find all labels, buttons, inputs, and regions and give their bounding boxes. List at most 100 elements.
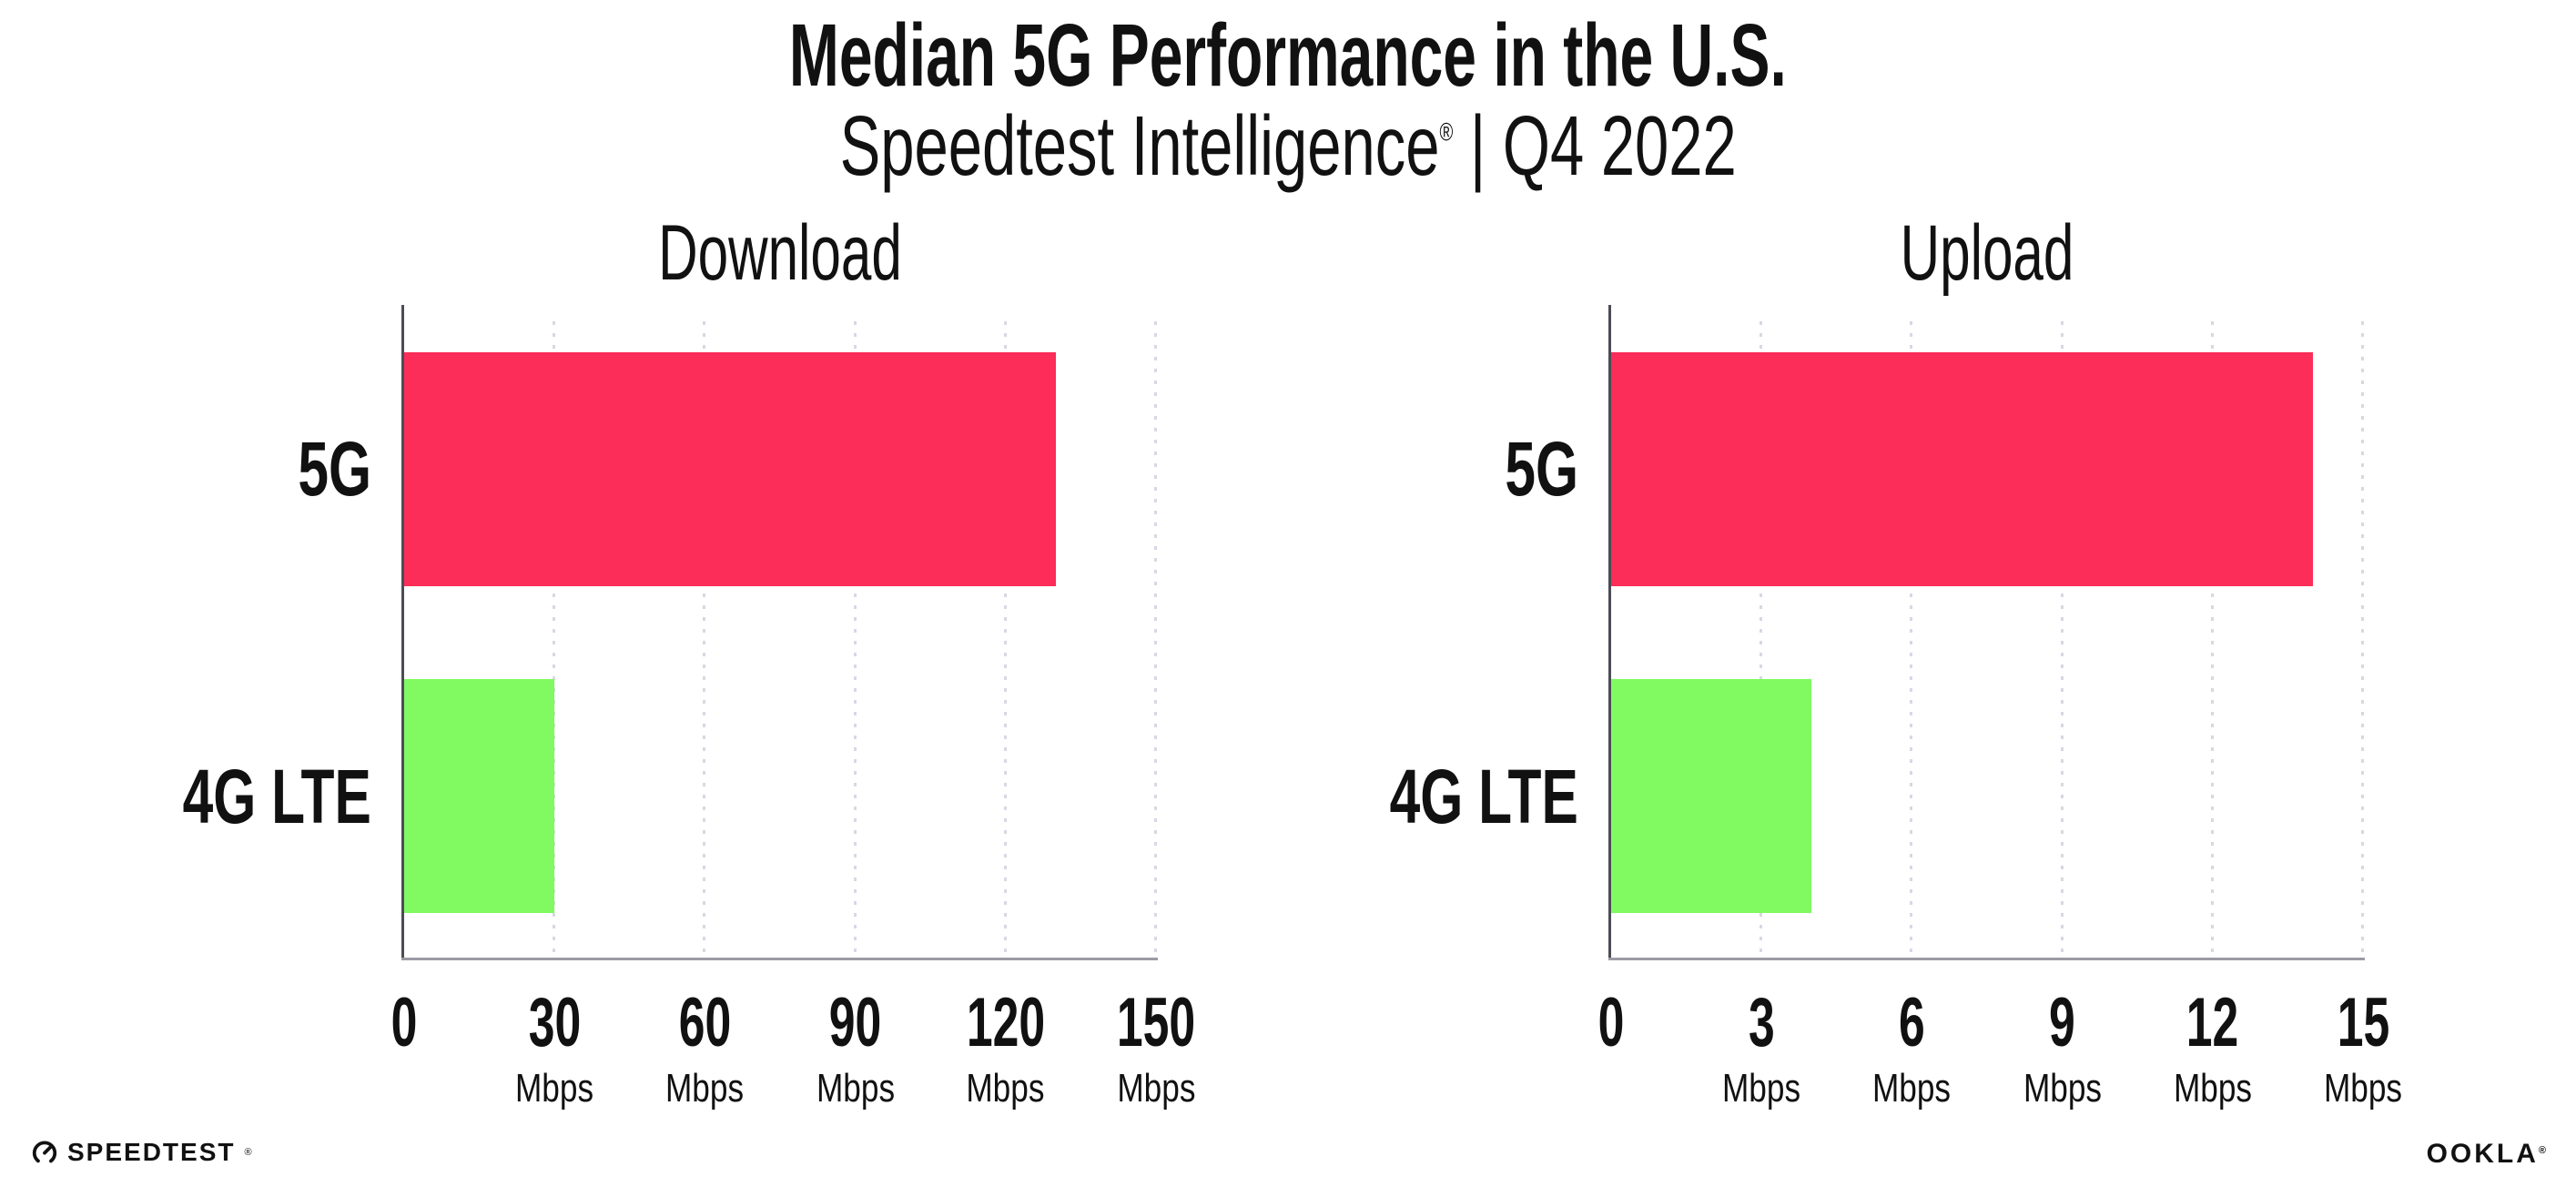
x-tick-6: 6 Mbps (1863, 989, 1962, 1109)
x-tick-unit: Mbps (2013, 1069, 2112, 1109)
x-tick-unit: Mbps (806, 1069, 905, 1109)
gridline-120-mbps (1003, 321, 1007, 956)
gridline-90-mbps (853, 321, 857, 956)
bar-4g-lte-download (404, 679, 555, 913)
x-tick-value-text: 15 (2337, 984, 2389, 1061)
y-axis-spine (1608, 305, 1611, 960)
category-label-5g: 5G (269, 431, 371, 507)
x-tick-value-text: 60 (678, 984, 732, 1061)
category-label-text: 4G LTE (182, 754, 371, 839)
x-tick-60: 60 Mbps (656, 989, 755, 1109)
x-tick-value: 0 (1592, 989, 1630, 1058)
x-tick-value: 3 (1712, 989, 1810, 1058)
x-tick-unit-text: Mbps (2173, 1066, 2252, 1111)
x-tick-unit-text: Mbps (2323, 1066, 2403, 1111)
gridline-3-mbps (1760, 321, 1763, 956)
x-tick-value: 60 (656, 989, 755, 1058)
x-tick-0: 0 (385, 989, 423, 1058)
x-tick-unit: Mbps (1712, 1069, 1810, 1109)
x-tick-value: 6 (1863, 989, 1962, 1058)
bar-4g-lte-upload (1611, 679, 1812, 913)
upload-chart: Upload 5G 4G LTE 0 3 Mbps 6 Mbps 9 Mbps 12 Mbps 15 Mb… (1390, 214, 2402, 1109)
x-tick-unit-text: Mbps (1722, 1066, 1801, 1111)
x-tick-unit: Mbps (656, 1069, 755, 1109)
x-tick-unit: Mbps (1099, 1069, 1214, 1109)
x-tick-unit: Mbps (2314, 1069, 2412, 1109)
download-chart: Download 5G 4G LTE 0 30 Mbps 60 Mbps 90 Mbps 120 Mb… (183, 214, 1195, 1109)
x-tick-unit-text: Mbps (966, 1066, 1045, 1111)
gridline-6-mbps (1910, 321, 1913, 956)
x-tick-value: 0 (385, 989, 423, 1058)
x-tick-unit: Mbps (948, 1069, 1063, 1109)
gridline-12-mbps (2210, 321, 2214, 956)
x-tick-unit: Mbps (2164, 1069, 2262, 1109)
x-tick-120: 120 Mbps (948, 989, 1063, 1109)
bar-5g-upload (1611, 352, 2313, 586)
x-tick-unit-text: Mbps (1872, 1066, 1952, 1111)
x-tick-unit-text: Mbps (515, 1066, 594, 1111)
x-tick-value-text: 0 (390, 984, 418, 1061)
category-label-4g-lte: 4G LTE (109, 758, 371, 835)
x-tick-value: 12 (2164, 989, 2262, 1058)
x-tick-value: 9 (2013, 989, 2112, 1058)
subplot-title-text: Download (658, 209, 902, 297)
x-tick-value-text: 12 (2186, 984, 2239, 1061)
subplot-title-text: Upload (1900, 209, 2074, 297)
x-tick-0: 0 (1592, 989, 1630, 1058)
x-tick-value-text: 9 (2049, 984, 2075, 1061)
category-label-text: 4G LTE (1389, 754, 1578, 839)
figure-subtitle: Speedtest Intelligence® | Q4 2022 (0, 101, 2576, 191)
category-label-text: 5G (298, 426, 371, 512)
x-tick-value-text: 6 (1899, 984, 1925, 1061)
x-tick-value-text: 90 (828, 984, 882, 1061)
bar-5g-download (404, 352, 1056, 586)
x-axis-line (401, 958, 1158, 960)
figure-title: Median 5G Performance in the U.S. (789, 5, 1787, 105)
x-tick-value: 150 (1099, 989, 1214, 1058)
x-tick-3: 3 Mbps (1712, 989, 1810, 1109)
subtitle-period: | Q4 2022 (1453, 98, 1737, 193)
ookla-registered-icon: ® (2538, 1145, 2546, 1157)
x-tick-150: 150 Mbps (1099, 989, 1214, 1109)
x-tick-unit: Mbps (1863, 1069, 1962, 1109)
x-tick-value-text: 120 (966, 984, 1045, 1061)
x-tick-15: 15 Mbps (2314, 989, 2412, 1109)
x-tick-value-text: 150 (1116, 984, 1196, 1061)
x-tick-value-text: 3 (1748, 984, 1775, 1061)
category-label-4g-lte: 4G LTE (1316, 758, 1578, 835)
x-tick-30: 30 Mbps (505, 989, 603, 1109)
subtitle-brand: Speedtest Intelligence (839, 98, 1440, 193)
ookla-wordmark: OOKLA (2426, 1139, 2539, 1169)
x-tick-value: 15 (2314, 989, 2412, 1058)
x-tick-unit-text: Mbps (1116, 1066, 1196, 1111)
subplot-title-upload: Upload (1863, 214, 2112, 292)
speedtest-registered-icon: ® (244, 1147, 252, 1158)
x-tick-value-text: 0 (1597, 984, 1625, 1061)
x-tick-value-text: 30 (528, 984, 581, 1061)
x-tick-unit-text: Mbps (816, 1066, 895, 1111)
x-tick-90: 90 Mbps (806, 989, 905, 1109)
speedtest-wordmark: SPEEDTEST (67, 1138, 236, 1166)
gridline-150-mbps (1154, 321, 1157, 956)
speedtest-logo: SPEEDTEST ® (31, 1139, 252, 1166)
ookla-logo: OOKLA® (2427, 1141, 2546, 1168)
gridline-9-mbps (2060, 321, 2064, 956)
x-tick-unit-text: Mbps (2023, 1066, 2102, 1111)
subplot-title-download: Download (606, 214, 954, 292)
x-tick-value: 90 (806, 989, 905, 1058)
x-axis-line (1608, 958, 2365, 960)
x-tick-12: 12 Mbps (2164, 989, 2262, 1109)
x-tick-unit-text: Mbps (665, 1066, 745, 1111)
registered-mark-icon: ® (1439, 117, 1454, 147)
x-tick-unit: Mbps (505, 1069, 603, 1109)
speedtest-gauge-icon (32, 1141, 57, 1165)
category-label-text: 5G (1505, 426, 1578, 512)
gridline-60-mbps (703, 321, 706, 956)
gridline-30-mbps (553, 321, 556, 956)
category-label-5g: 5G (1476, 431, 1578, 507)
x-tick-value: 120 (948, 989, 1063, 1058)
x-tick-9: 9 Mbps (2013, 989, 2112, 1109)
y-axis-spine (401, 305, 404, 960)
x-tick-value: 30 (505, 989, 603, 1058)
gridline-15-mbps (2361, 321, 2364, 956)
